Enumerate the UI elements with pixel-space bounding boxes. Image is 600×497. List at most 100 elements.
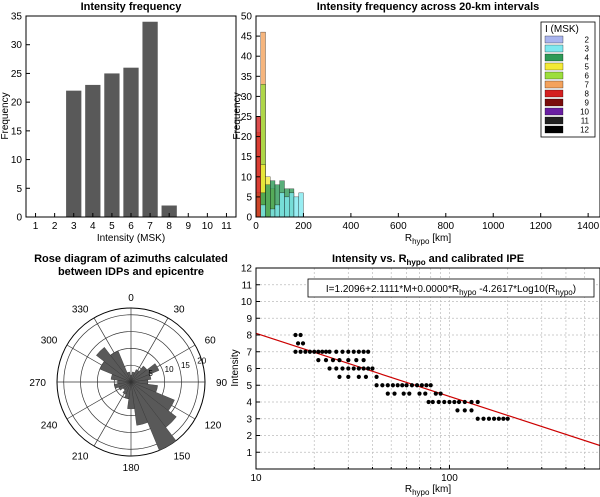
rose-petal-60 <box>130 363 160 383</box>
data-point <box>447 399 452 405</box>
intensity-scatter-chart: Intensity vs. Rhypo and calibrated IPE 1… <box>230 253 600 497</box>
data-point <box>452 399 457 405</box>
data-point <box>433 391 438 396</box>
legend-swatch-9 <box>544 98 564 107</box>
y-tick-label: 0 <box>246 213 252 224</box>
data-point <box>469 399 474 405</box>
data-point <box>475 416 480 421</box>
y-tick-label: 0 <box>16 213 22 224</box>
chart-title: Intensity vs. Rhypo and calibrated IPE <box>332 253 524 267</box>
data-point <box>395 383 400 388</box>
bar-3 <box>66 90 82 217</box>
data-point <box>337 374 342 379</box>
bar-6 <box>123 67 139 217</box>
bar-7 <box>142 21 158 217</box>
rose-radial-label: 5 <box>148 369 153 378</box>
y-tick-label: 4 <box>246 398 252 409</box>
data-point <box>356 366 361 371</box>
data-point <box>456 399 462 405</box>
x-tick-label: 100 <box>441 473 458 484</box>
data-point <box>426 399 431 405</box>
legend-entry-6: 6 <box>585 72 590 81</box>
bar-i3-2 <box>274 204 280 218</box>
data-point <box>370 366 375 371</box>
legend-swatch-4 <box>544 53 564 62</box>
data-point <box>469 408 474 413</box>
data-point <box>356 349 361 354</box>
x-tick-label: 600 <box>390 221 407 232</box>
legend-swatch-7 <box>544 80 564 89</box>
data-point <box>330 358 336 363</box>
y-tick-label: 5 <box>246 192 252 203</box>
legend-entry-5: 5 <box>585 63 590 72</box>
rose-petal-255 <box>114 381 132 389</box>
y-tick-label: 30 <box>11 40 23 51</box>
rose-angle-label: 210 <box>72 452 89 463</box>
data-point <box>298 332 303 338</box>
x-tick-label: 9 <box>185 221 191 232</box>
data-point <box>295 341 301 346</box>
rose-angle-label: 60 <box>205 336 217 347</box>
data-point <box>323 358 329 363</box>
data-point <box>400 383 405 388</box>
y-tick-label: 11 <box>242 280 253 291</box>
data-point <box>346 349 351 354</box>
data-point <box>361 358 366 363</box>
chart-title-line-2: between IDPs and epicentre <box>58 266 204 278</box>
rose-angle-label: 150 <box>174 452 191 463</box>
legend-swatch-3 <box>544 44 564 53</box>
y-tick-label: 1 <box>246 448 252 459</box>
data-point <box>312 349 317 354</box>
rose-petal-180 <box>127 381 135 410</box>
data-point <box>346 374 351 379</box>
data-point <box>361 366 366 371</box>
y-tick-label: 10 <box>241 172 253 183</box>
bar-5 <box>104 73 120 217</box>
x-tick-label: 3 <box>71 221 77 232</box>
data-point <box>374 374 379 379</box>
data-point <box>351 366 356 371</box>
bar-i3-7 <box>298 192 304 218</box>
data-point <box>363 374 369 379</box>
data-point <box>442 399 447 405</box>
legend-entry-3: 3 <box>585 45 590 54</box>
y-tick-label: 12 <box>241 264 253 275</box>
rose-radial-label: 20 <box>197 357 206 366</box>
x-tick-label: 6 <box>128 221 134 232</box>
data-point <box>340 366 345 371</box>
data-point <box>337 358 342 363</box>
data-point <box>316 358 321 363</box>
y-tick-label: 50 <box>241 12 253 23</box>
rose-angle-label: 90 <box>216 378 228 389</box>
y-tick-label: 25 <box>241 112 253 123</box>
x-tick-label: 800 <box>437 221 454 232</box>
data-point <box>419 383 424 388</box>
rose-petal-210 <box>122 381 132 395</box>
rose-radial-label: 15 <box>181 361 190 370</box>
data-point <box>366 366 371 371</box>
x-tick-label: 0 <box>253 221 259 232</box>
y-tick-label: 30 <box>241 92 253 103</box>
data-point <box>380 383 385 388</box>
rose-radial-label: 10 <box>165 365 174 374</box>
data-point <box>462 399 467 405</box>
x-tick-label: 1400 <box>577 221 600 232</box>
x-tick-label: 1000 <box>482 221 505 232</box>
x-tick-label: 4 <box>90 221 96 232</box>
bar-i3-6 <box>293 196 299 218</box>
data-point <box>346 358 351 363</box>
x-tick-label: 1200 <box>530 221 553 232</box>
y-tick-label: 10 <box>241 297 253 308</box>
legend-title: I (MSK) <box>545 24 579 35</box>
y-tick-label: 45 <box>241 32 253 43</box>
data-point <box>501 416 506 421</box>
data-point <box>491 416 497 421</box>
y-tick-label: 20 <box>11 98 23 109</box>
equation-box <box>307 278 595 298</box>
y-tick-label: 7 <box>246 347 252 358</box>
data-point <box>414 383 420 388</box>
data-point <box>430 399 435 405</box>
data-point <box>390 383 395 388</box>
legend-entry-10: 10 <box>580 108 589 117</box>
